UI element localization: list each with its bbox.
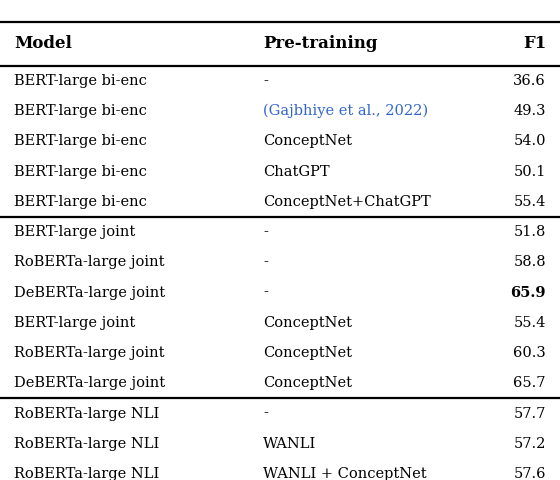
Text: 50.1: 50.1 (514, 165, 546, 179)
Text: BERT-large bi-enc: BERT-large bi-enc (14, 74, 147, 88)
Text: RoBERTa-large NLI: RoBERTa-large NLI (14, 467, 159, 480)
Text: WANLI: WANLI (263, 437, 316, 451)
Text: 36.6: 36.6 (514, 74, 546, 88)
Text: BERT-large bi-enc: BERT-large bi-enc (14, 165, 147, 179)
Text: BERT-large bi-enc: BERT-large bi-enc (14, 195, 147, 209)
Text: -: - (263, 286, 268, 300)
Text: -: - (263, 255, 268, 269)
Text: -: - (263, 225, 268, 239)
Text: 58.8: 58.8 (514, 255, 546, 269)
Text: Pre-training: Pre-training (263, 35, 377, 52)
Text: 57.7: 57.7 (514, 407, 546, 420)
Text: BERT-large bi-enc: BERT-large bi-enc (14, 134, 147, 148)
Text: DeBERTa-large joint: DeBERTa-large joint (14, 286, 165, 300)
Text: 57.6: 57.6 (514, 467, 546, 480)
Text: BERT-large joint: BERT-large joint (14, 316, 136, 330)
Text: 49.3: 49.3 (514, 104, 546, 118)
Text: RoBERTa-large NLI: RoBERTa-large NLI (14, 407, 159, 420)
Text: BERT-large bi-enc: BERT-large bi-enc (14, 104, 147, 118)
Text: ConceptNet: ConceptNet (263, 346, 352, 360)
Text: Model: Model (14, 35, 72, 52)
Text: -: - (263, 407, 268, 420)
Text: RoBERTa-large joint: RoBERTa-large joint (14, 255, 165, 269)
Text: 57.2: 57.2 (514, 437, 546, 451)
Text: ConceptNet+ChatGPT: ConceptNet+ChatGPT (263, 195, 431, 209)
Text: -: - (263, 74, 268, 88)
Text: ChatGPT: ChatGPT (263, 165, 330, 179)
Text: 55.4: 55.4 (514, 195, 546, 209)
Text: ConceptNet: ConceptNet (263, 134, 352, 148)
Text: ConceptNet: ConceptNet (263, 376, 352, 390)
Text: RoBERTa-large joint: RoBERTa-large joint (14, 346, 165, 360)
Text: WANLI + ConceptNet: WANLI + ConceptNet (263, 467, 427, 480)
Text: ConceptNet: ConceptNet (263, 316, 352, 330)
Text: BERT-large joint: BERT-large joint (14, 225, 136, 239)
Text: 65.7: 65.7 (514, 376, 546, 390)
Text: DeBERTa-large joint: DeBERTa-large joint (14, 376, 165, 390)
Text: 60.3: 60.3 (514, 346, 546, 360)
Text: (Gajbhiye et al., 2022): (Gajbhiye et al., 2022) (263, 104, 428, 118)
Text: RoBERTa-large NLI: RoBERTa-large NLI (14, 437, 159, 451)
Text: 55.4: 55.4 (514, 316, 546, 330)
Text: F1: F1 (522, 35, 546, 52)
Text: 54.0: 54.0 (514, 134, 546, 148)
Text: 65.9: 65.9 (511, 286, 546, 300)
Text: 51.8: 51.8 (514, 225, 546, 239)
